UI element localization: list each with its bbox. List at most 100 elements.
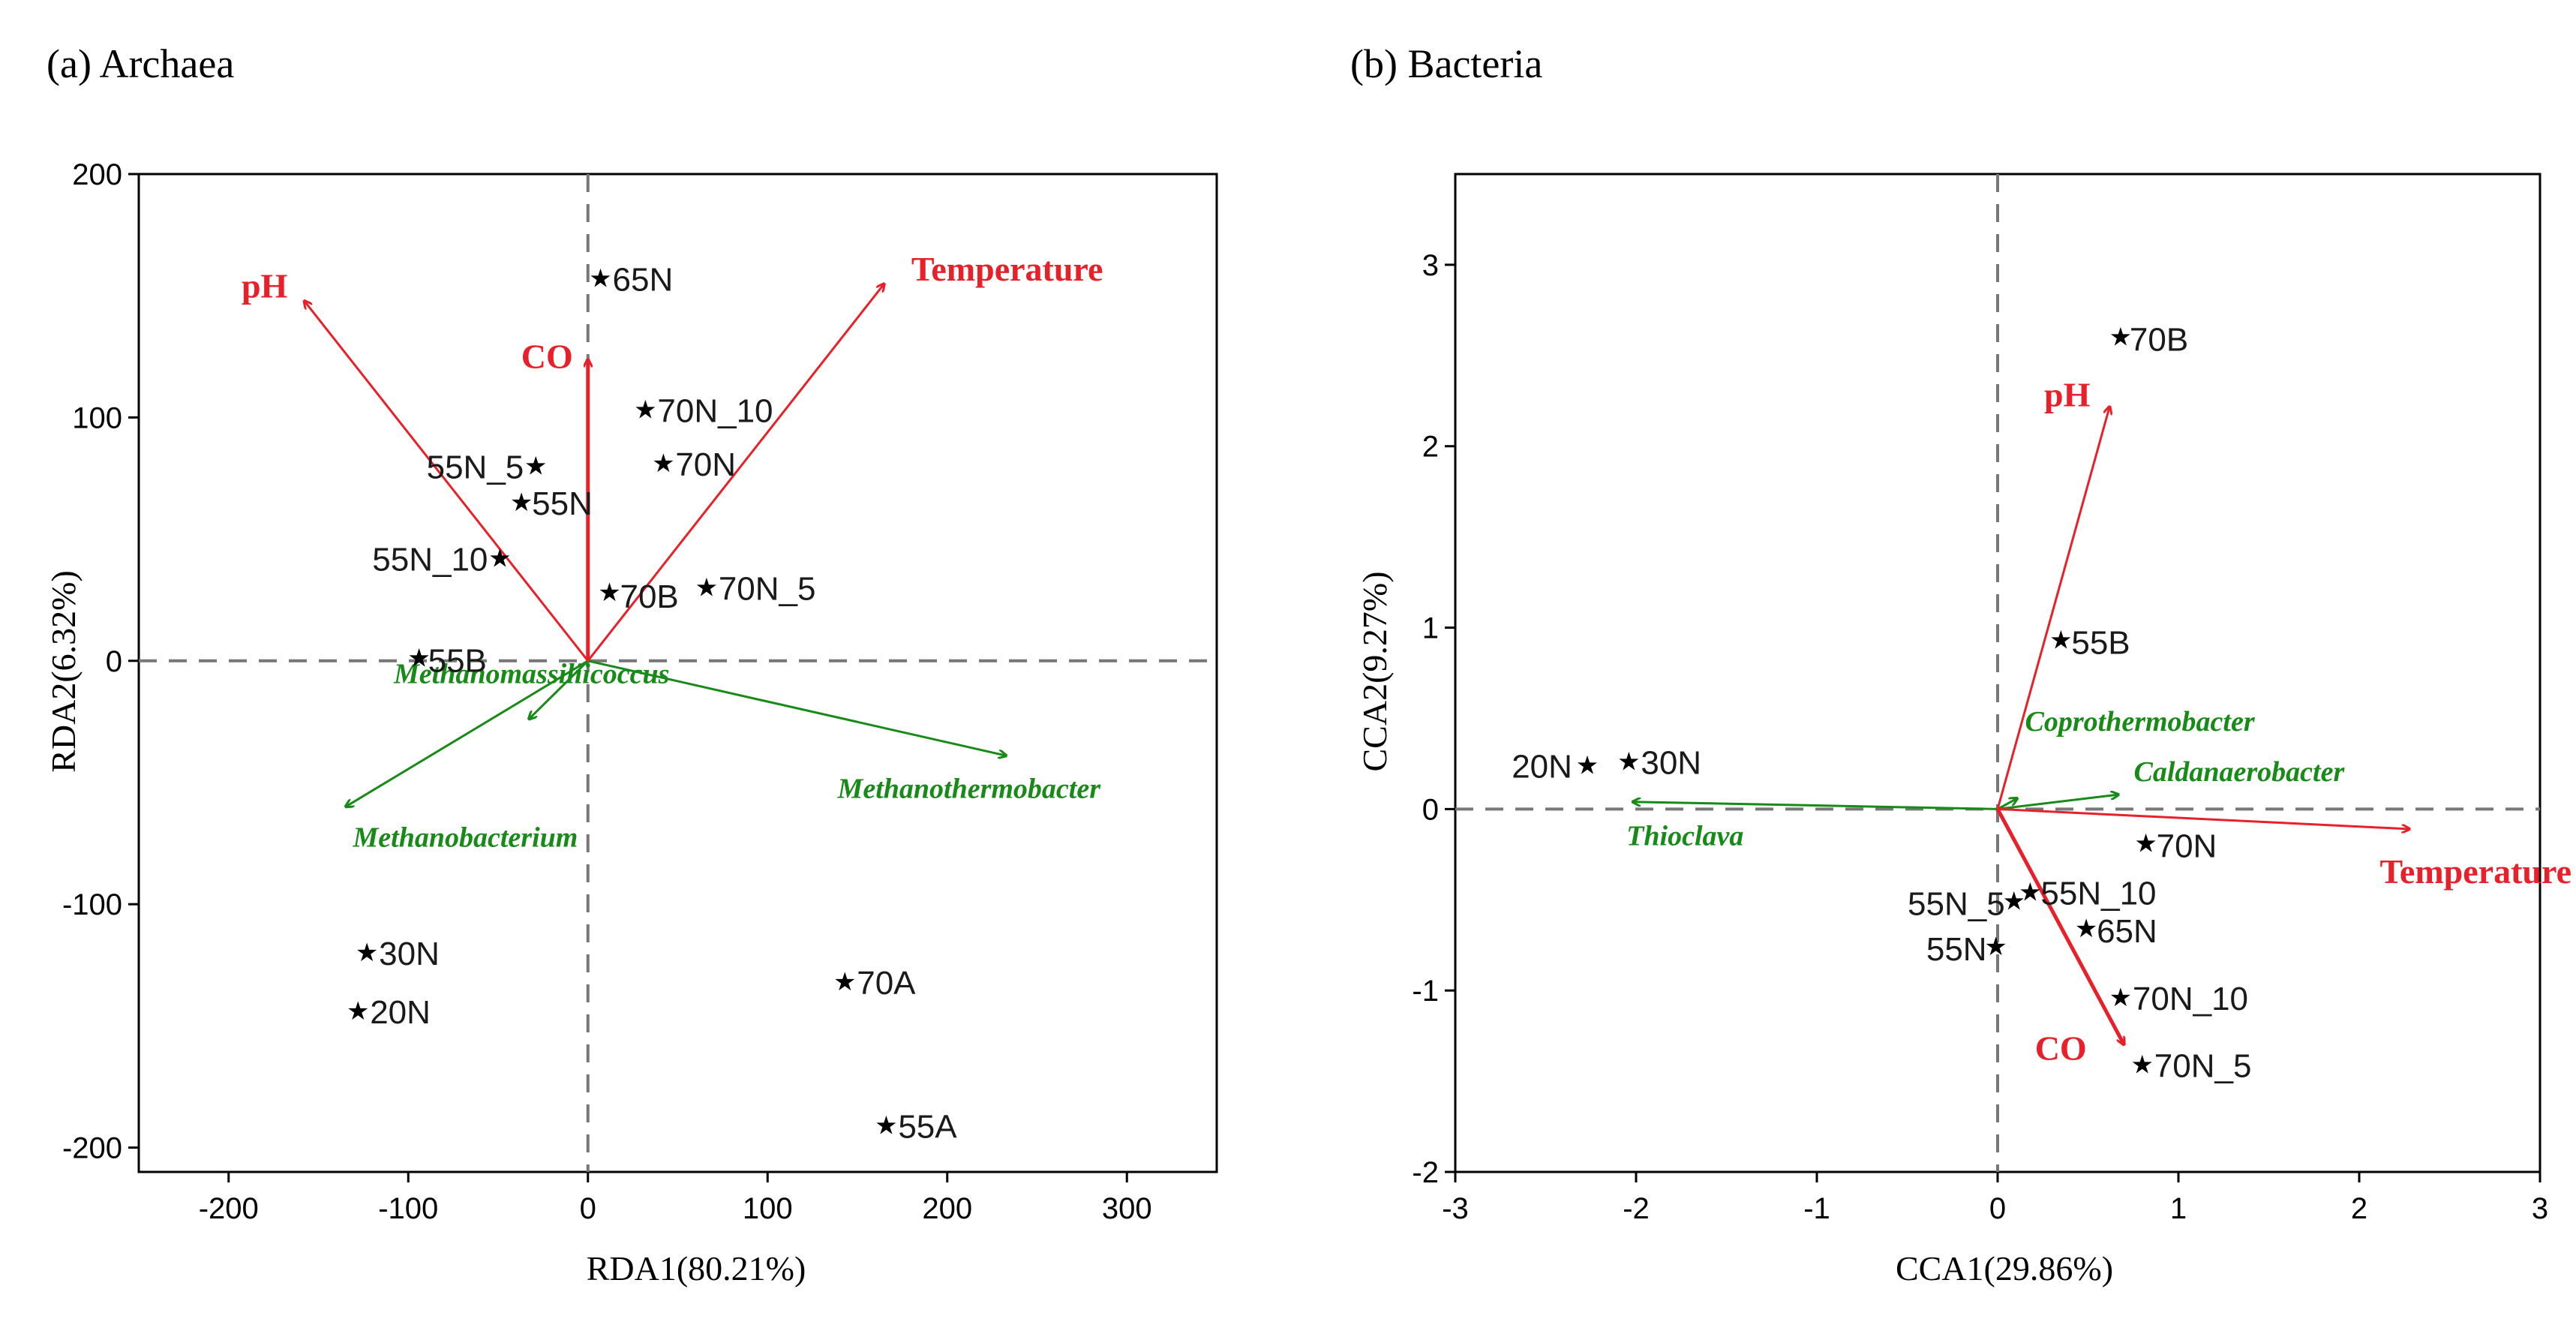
panel-a-xtick-label: -100 [378, 1192, 438, 1225]
panel-b-ytick-label: 0 [1422, 793, 1439, 826]
panel-b-ytick-label: 1 [1422, 612, 1439, 645]
panel-a-xlabel: RDA1(80.21%) [587, 1249, 806, 1287]
sample-marker-70b: ★ [2109, 323, 2132, 352]
taxa-label-methanomassiliicoccus: Methanomassiliicoccus [393, 659, 669, 690]
sample-marker-70n-10: ★ [634, 396, 656, 425]
sample-marker-55n-5: ★ [524, 452, 547, 480]
sample-marker-55b: ★ [407, 644, 430, 673]
panel-b-xtick-label: -3 [1442, 1192, 1469, 1225]
sample-label-30n: 30N [379, 936, 440, 972]
env-label-co: CO [521, 338, 573, 376]
sample-marker-30n: ★ [1617, 747, 1640, 776]
sample-marker-70n-5: ★ [2131, 1050, 2154, 1079]
sample-label-70b: 70B [620, 578, 678, 615]
sample-marker-55n-10: ★ [488, 545, 511, 573]
sample-label-20n: 20N [1512, 748, 1572, 785]
panel-b-xtick-label: 3 [2532, 1192, 2548, 1225]
taxa-vector-methanothermobacter [587, 659, 1007, 756]
sample-label-70n-5: 70N_5 [719, 570, 816, 607]
sample-marker-55n-10: ★ [2019, 879, 2041, 907]
sample-marker-70b: ★ [598, 578, 620, 607]
env-label-ph: pH [2044, 376, 2091, 414]
sample-label-55n-10: 55N_10 [372, 542, 488, 578]
taxa-vector-methanomassiliicoccus [529, 659, 589, 720]
env-label-ph: pH [242, 267, 288, 305]
panel-bacteria: (b) Bacteria -3 -2 -1 0 1 2 3-2-10123Coprother… [1350, 41, 2571, 1287]
taxa-vector-thioclava [1632, 802, 1998, 810]
panel-a-ytick-label: 100 [72, 401, 122, 434]
panel-a-ytick-label: 0 [106, 645, 122, 678]
sample-marker-55n-5: ★ [2002, 888, 2025, 916]
panel-b-ytick-label: -1 [1412, 975, 1439, 1008]
taxa-label-caldanaerobacter: Caldanaerobacter [2133, 756, 2345, 788]
env-vector-temperature [587, 284, 884, 662]
panel-b-ytick-label: -2 [1412, 1156, 1439, 1189]
sample-marker-65n: ★ [2075, 915, 2097, 943]
env-label-temperature: Temperature [2379, 852, 2571, 891]
sample-label-70n: 70N [675, 446, 736, 483]
sample-label-20n: 20N [370, 994, 431, 1031]
panel-b-xtick-label: -2 [1623, 1192, 1650, 1225]
panel-b-label: (b) Bacteria [1350, 41, 1542, 86]
taxa-label-methanobacterium: Methanobacterium [353, 822, 578, 853]
sample-marker-65n: ★ [589, 264, 611, 293]
sample-marker-55b: ★ [2049, 626, 2072, 654]
sample-marker-70n-10: ★ [2109, 984, 2132, 1012]
panel-b-xtick-label: 1 [2170, 1192, 2187, 1225]
sample-label-55n-5: 55N_5 [1908, 886, 2005, 923]
panel-b-xlabel: CCA1(29.86%) [1896, 1249, 2113, 1287]
panel-a-label: (a) Archaea [47, 41, 234, 86]
env-vector-ph [304, 301, 589, 662]
env-vector-co [1995, 808, 2126, 1044]
panel-a-plot: -200 -100 0 100 200 300 -200 -100 0 100 200 Methano… [62, 158, 1218, 1225]
sample-label-70n-10: 70N_10 [2133, 981, 2248, 1017]
panel-a-frame [137, 173, 1218, 1173]
sample-marker-55n: ★ [1984, 933, 2007, 961]
sample-marker-20n: ★ [1576, 751, 1599, 780]
panel-b-xtick-label: 2 [2351, 1192, 2367, 1225]
sample-label-55n: 55N [1926, 931, 1987, 968]
panel-a-ytick-label: -200 [62, 1132, 122, 1165]
panel-a-ytick-label: 200 [72, 158, 122, 191]
sample-marker-70n: ★ [2134, 829, 2157, 858]
env-vector-temperature [1997, 807, 2409, 829]
taxa-vector-methanobacterium [345, 659, 589, 807]
taxa-label-coprothermobacter: Coprothermobacter [2025, 706, 2256, 738]
sample-label-55b: 55B [2071, 624, 2130, 661]
sample-label-55n: 55N [532, 485, 593, 522]
panel-a-ylabel: RDA2(6.32%) [44, 570, 83, 773]
panel-b-xtick-label: 0 [1989, 1192, 2006, 1225]
sample-label-70n: 70N [2157, 828, 2217, 864]
panel-b-ytick-label: 2 [1422, 431, 1439, 464]
panel-a-xtick-label: 0 [580, 1192, 596, 1225]
sample-marker-55n: ★ [510, 488, 533, 517]
panel-b-ytick-label: 3 [1422, 249, 1439, 282]
panel-b-ylabel: CCA2(9.27%) [1356, 571, 1394, 771]
panel-b-plot: -3 -2 -1 0 1 2 3-2-10123CoprothermobacterCalda… [1412, 173, 2571, 1225]
taxa-vector-coprothermobacter [1997, 798, 2018, 810]
taxa-label-thioclava: Thioclava [1626, 821, 1743, 852]
panel-archaea: (a) Archaea -200 -100 0 100 200 300 -200 -100 0 1… [44, 41, 1218, 1287]
sample-label-30n: 30N [1641, 744, 1701, 781]
sample-marker-70n-5: ★ [695, 573, 718, 602]
sample-label-70n-5: 70N_5 [2154, 1047, 2252, 1084]
sample-label-70a: 70A [857, 965, 916, 1002]
sample-label-70n-10: 70N_10 [657, 393, 773, 430]
env-label-co: CO [2035, 1029, 2087, 1068]
taxa-vector-caldanaerobacter [1997, 795, 2118, 810]
panel-a-xtick-label: 200 [922, 1192, 972, 1225]
sample-label-65n: 65N [2097, 913, 2157, 950]
sample-label-65n: 65N [613, 261, 674, 298]
panel-b-xtick-label: -1 [1803, 1192, 1830, 1225]
sample-label-55n-5: 55N_5 [427, 449, 524, 485]
env-vector-ph [1996, 407, 2109, 810]
panel-a-xtick-label: 100 [743, 1192, 793, 1225]
sample-label-55n-10: 55N_10 [2040, 876, 2156, 912]
panel-a-ytick-label: -100 [62, 888, 122, 921]
sample-marker-55a: ★ [875, 1111, 897, 1140]
sample-marker-70n: ★ [652, 449, 674, 478]
sample-marker-70a: ★ [833, 968, 856, 996]
panel-a-xtick-label: 300 [1102, 1192, 1152, 1225]
sample-label-70b: 70B [2130, 322, 2188, 359]
